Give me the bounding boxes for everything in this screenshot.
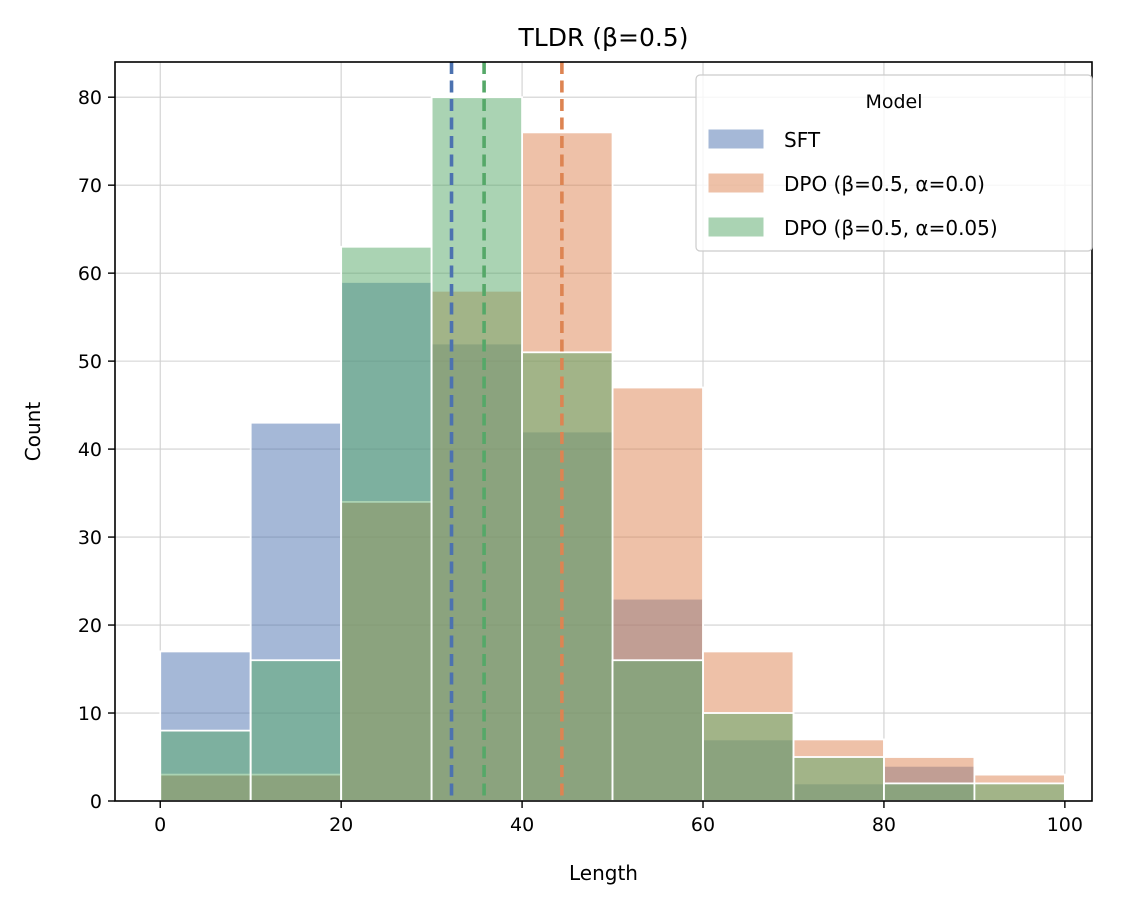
histogram-bar-series-3 [702,712,795,802]
legend-title: Model [865,91,922,113]
x-tick-label: 60 [691,814,715,836]
legend-label-series-1: SFT [784,128,821,152]
legend-label-series-3: DPO (β=0.5, α=0.05) [784,216,998,240]
y-tick-label: 60 [78,263,102,285]
histogram-bar-series-3 [340,245,433,802]
y-axis-label: Count [21,402,45,462]
legend-swatch-series-2 [707,172,765,194]
y-tick-label: 10 [78,703,102,725]
plot-frame [114,61,1093,802]
legend: Model SFT DPO (β=0.5, α=0.0) DPO (β=0.5, α… [695,74,1093,252]
x-tick-label: 80 [872,814,896,836]
mean-lines-layer [449,62,564,801]
histogram-bar-series-3 [973,782,1066,802]
chart-title: TLDR (β=0.5) [518,23,689,52]
bars-layer [159,96,1066,802]
histogram-bar-series-3 [521,351,614,802]
legend-swatch-series-1 [707,128,765,150]
histogram-bar-series-3 [159,729,252,802]
legend-swatch-series-3 [707,216,765,238]
x-axis-label: Length [569,861,638,885]
y-tick-label: 40 [78,439,102,461]
x-tick-label: 100 [1047,814,1083,836]
x-tick-label: 0 [154,814,166,836]
legend-box [695,74,1093,252]
histogram-bar-series-3 [430,96,523,802]
y-tick-label: 0 [90,791,102,813]
legend-items: SFT DPO (β=0.5, α=0.0) DPO (β=0.5, α=0.05) [707,128,998,240]
ticks-layer: 0 20 40 60 80 100 0 10 20 30 40 50 60 70 80 [78,87,1083,836]
y-tick-label: 80 [78,87,102,109]
x-tick-label: 40 [510,814,534,836]
y-tick-label: 20 [78,615,102,637]
histogram-bar-series-3 [249,659,343,802]
legend-label-series-2: DPO (β=0.5, α=0.0) [784,172,985,196]
y-tick-label: 50 [78,351,102,373]
histogram-bar-series-3 [611,659,704,802]
histogram-bar-series-3 [883,782,976,802]
x-tick-label: 20 [329,814,353,836]
y-tick-label: 30 [78,527,102,549]
y-tick-label: 70 [78,175,102,197]
histogram-bar-series-3 [792,756,885,802]
